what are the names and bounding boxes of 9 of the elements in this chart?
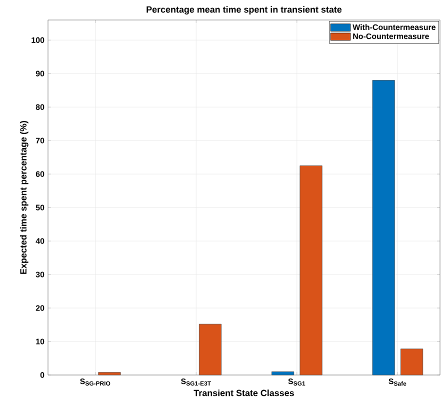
y-axis-title: Expected time spent percentage (%) (20, 120, 28, 274)
bar (198, 324, 222, 376)
bar (272, 371, 294, 376)
bar (98, 372, 121, 376)
x-axis-title: Transient State Classes (194, 390, 294, 396)
bar (300, 165, 322, 376)
chart-title: Percentage mean time spent in transient state (146, 6, 342, 15)
bar (372, 80, 395, 376)
bar (400, 348, 424, 376)
